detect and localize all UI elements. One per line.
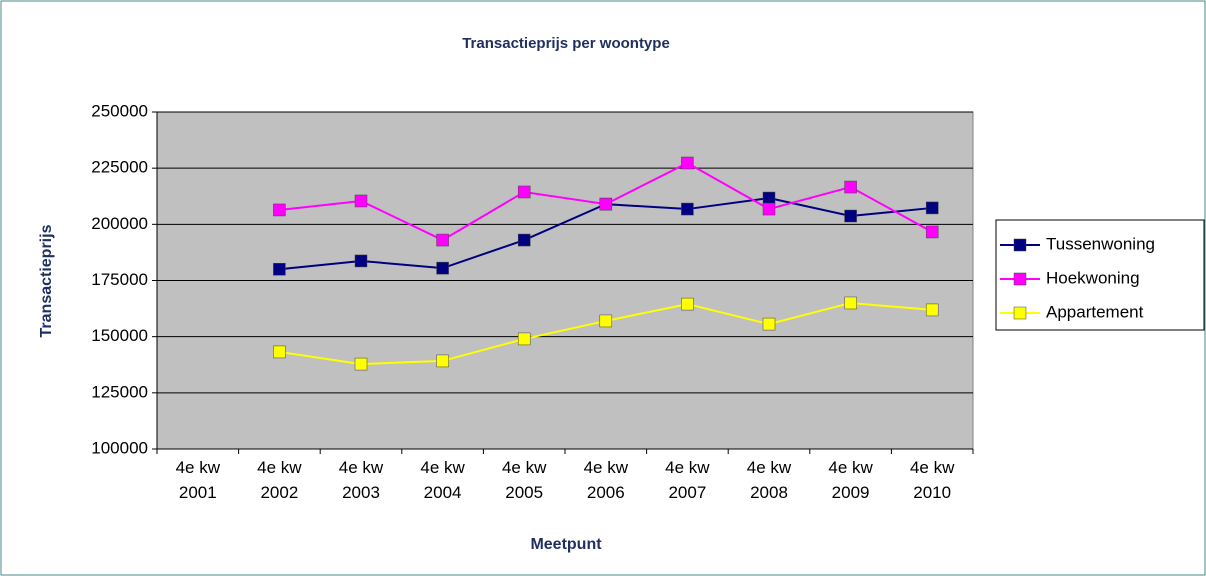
data-point xyxy=(599,197,613,211)
data-point xyxy=(599,314,613,328)
chart-title: Transactieprijs per woontype xyxy=(462,35,670,52)
data-point xyxy=(844,180,857,194)
data-point xyxy=(517,233,531,247)
y-tick-label: 175000 xyxy=(91,270,148,289)
data-point xyxy=(925,225,939,239)
data-point xyxy=(681,297,694,311)
x-tick-label: 4e kw 2001 xyxy=(175,458,220,502)
data-point xyxy=(844,296,857,310)
data-point xyxy=(354,357,368,371)
data-point xyxy=(681,156,694,170)
legend-marker xyxy=(1013,306,1027,320)
data-point xyxy=(925,201,939,215)
data-point xyxy=(517,332,531,346)
y-tick-label: 150000 xyxy=(91,326,148,345)
data-point xyxy=(681,202,694,216)
data-point xyxy=(762,191,776,205)
y-tick-label: 250000 xyxy=(91,101,148,120)
data-point xyxy=(273,345,286,359)
legend-label: Appartement xyxy=(1046,302,1144,321)
data-point xyxy=(517,185,531,199)
y-axis-title: Transactieprijs xyxy=(38,224,55,337)
legend-label: Tussenwoning xyxy=(1046,234,1155,253)
data-point xyxy=(925,303,939,317)
x-tick-label: 4e kw 2005 xyxy=(501,458,547,502)
data-point xyxy=(844,209,857,223)
x-tick-label: 4e kw 2002 xyxy=(257,458,302,502)
legend-label: Hoekwoning xyxy=(1046,268,1140,287)
x-tick-label: 4e kw 2010 xyxy=(909,458,955,502)
x-tick-label: 4e kw 2009 xyxy=(828,458,873,502)
legend xyxy=(995,219,1205,331)
data-point xyxy=(354,194,368,208)
data-point xyxy=(273,203,286,217)
x-tick-label: 4e kw 2007 xyxy=(665,458,710,502)
x-tick-label: 4e kw 2004 xyxy=(420,458,465,502)
x-tick-label: 4e kw 2006 xyxy=(583,458,628,502)
data-point xyxy=(354,254,368,268)
y-tick-label: 225000 xyxy=(91,158,148,177)
legend-marker xyxy=(1013,238,1027,252)
data-point xyxy=(436,261,449,275)
y-tick-label: 100000 xyxy=(91,438,148,457)
y-tick-label: 200000 xyxy=(91,214,148,233)
data-point xyxy=(436,354,449,368)
y-tick-label: 125000 xyxy=(91,382,148,401)
legend-marker xyxy=(1013,272,1027,286)
x-tick-label: 4e kw 2003 xyxy=(338,458,384,502)
x-axis-title: Meetpunt xyxy=(530,536,602,553)
data-point xyxy=(762,317,776,331)
data-point xyxy=(273,263,286,276)
x-tick-label: 4e kw 2008 xyxy=(746,458,792,502)
data-point xyxy=(436,233,449,247)
data-point xyxy=(762,202,776,216)
